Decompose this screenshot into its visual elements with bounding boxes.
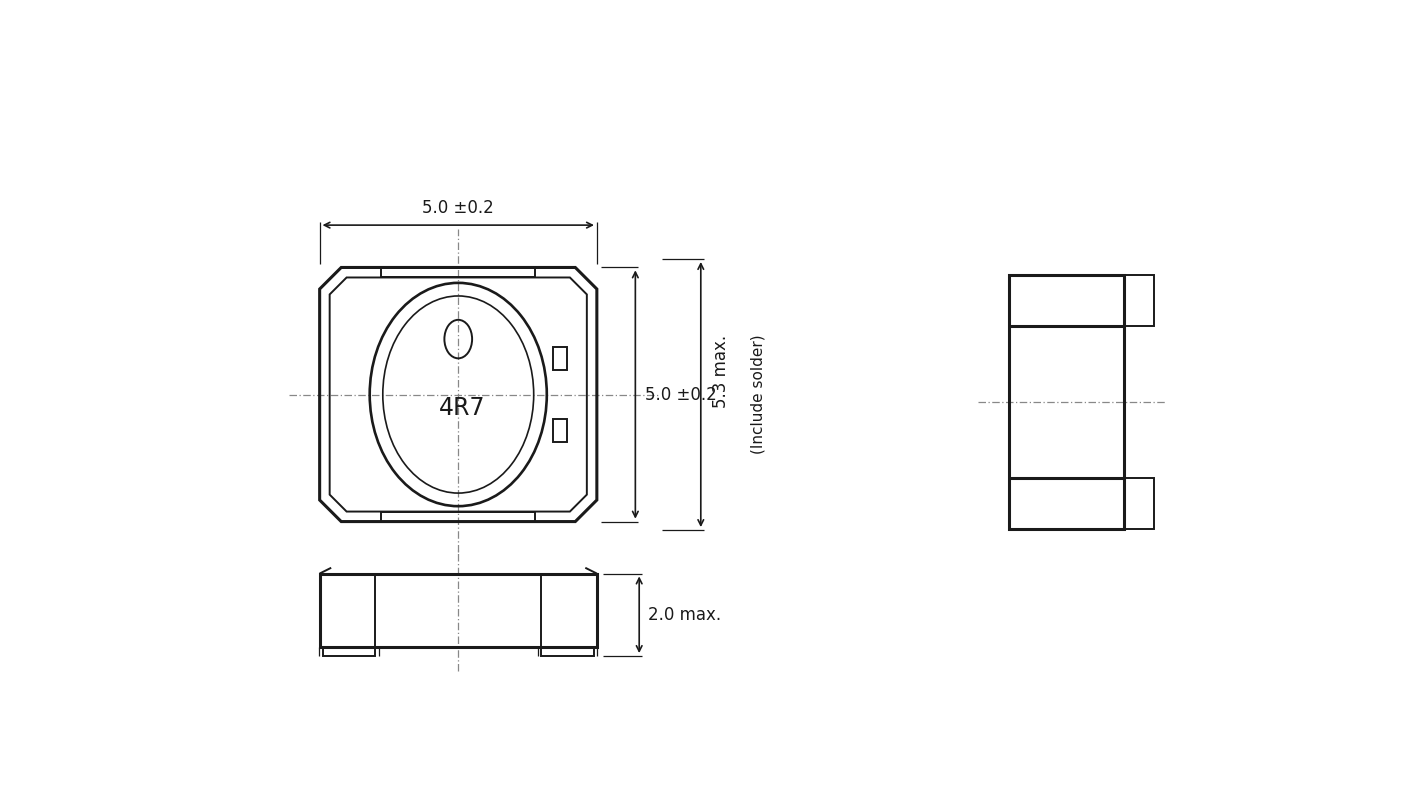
Text: 5.0 ±0.2: 5.0 ±0.2 (645, 385, 716, 404)
Text: 2.0 max.: 2.0 max. (649, 606, 721, 624)
Text: 5.3 max.: 5.3 max. (713, 335, 730, 408)
Text: 4R7: 4R7 (439, 397, 486, 421)
Text: 5.0 ±0.2: 5.0 ±0.2 (422, 200, 494, 217)
Text: (Include solder): (Include solder) (751, 334, 765, 454)
